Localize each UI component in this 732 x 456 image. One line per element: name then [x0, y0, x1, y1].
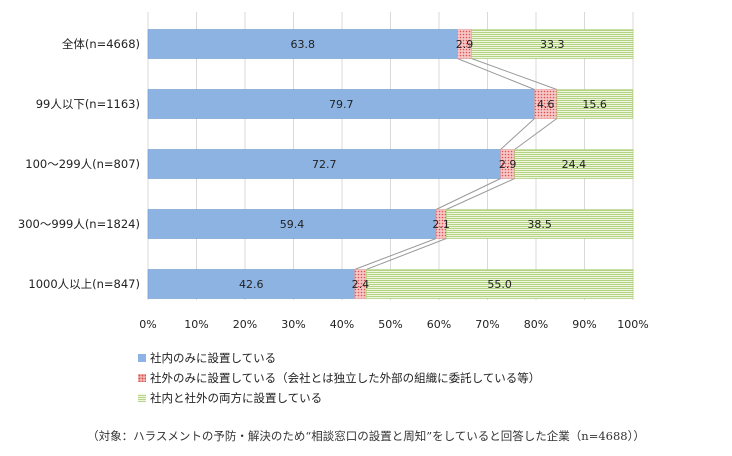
- data-label: 33.3: [540, 38, 565, 51]
- category-label: 99人以下(n=1163): [36, 97, 140, 111]
- legend-label-both: 社内と社外の両方に設置している: [150, 391, 323, 405]
- x-tick-label: 10%: [184, 318, 208, 331]
- connector-line: [457, 58, 535, 90]
- legend-item-both: 社内と社外の両方に設置している: [138, 388, 540, 408]
- data-label: 24.4: [562, 158, 587, 171]
- category-labels: 全体(n=4668) 99人以下(n=1163) 100～299人(n=807) 30…: [18, 37, 140, 291]
- x-tick-label: 20%: [233, 318, 257, 331]
- data-label: 2.4: [352, 278, 370, 291]
- x-tick-label: 90%: [572, 318, 596, 331]
- data-label: 38.5: [527, 218, 552, 231]
- legend-item-internal-only: 社内のみに設置している: [138, 348, 540, 368]
- data-label: 42.6: [239, 278, 264, 291]
- x-tick-label: 70%: [475, 318, 499, 331]
- category-label: 100～299人(n=807): [25, 157, 140, 171]
- connector-line: [514, 118, 558, 150]
- legend-swatch-internal-only: [138, 354, 146, 362]
- bar-segment: [147, 149, 501, 179]
- data-label: 63.8: [290, 38, 315, 51]
- x-tick-label: 50%: [378, 318, 402, 331]
- x-tick-label: 0%: [139, 318, 156, 331]
- data-label: 79.7: [329, 98, 354, 111]
- legend: 社内のみに設置している 社外のみに設置している（会社とは独立した外部の組織に委託…: [138, 348, 540, 408]
- bar-segment: [147, 89, 535, 119]
- legend-label-internal-only: 社内のみに設置している: [150, 351, 277, 365]
- data-label: 59.4: [280, 218, 305, 231]
- data-label: 72.7: [312, 158, 337, 171]
- series-connector-lines: [354, 58, 558, 270]
- legend-item-external-only: 社外のみに設置している（会社とは独立した外部の組織に委託している等）: [138, 368, 540, 388]
- category-label: 300～999人(n=1824): [18, 217, 140, 231]
- bar-segment: [556, 89, 633, 119]
- data-label: 2.9: [456, 38, 474, 51]
- data-label: 2.9: [499, 158, 517, 171]
- connector-line: [366, 238, 447, 270]
- connector-line: [435, 178, 501, 210]
- data-label: 2.1: [432, 218, 450, 231]
- x-tick-label: 100%: [617, 318, 648, 331]
- connector-line: [446, 178, 515, 210]
- bar-segment: [365, 269, 634, 299]
- stacked-bar-chart: 63.8 2.9 33.3 79.7 4.6 15.6 72.7 2.9 24.4 59.4 2.1…: [18, 12, 649, 331]
- data-label: 4.6: [537, 98, 555, 111]
- bar-segment: [147, 209, 437, 239]
- category-label: 1000人以上(n=847): [28, 277, 140, 291]
- x-tick-label: 30%: [281, 318, 305, 331]
- x-tick-label: 80%: [524, 318, 548, 331]
- legend-swatch-external-only: [138, 374, 146, 382]
- bar-segment: [514, 149, 634, 179]
- footnote: （対象：ハラスメントの予防・解決のため“相談窓口の設置と周知”をしていると回答し…: [87, 429, 645, 443]
- bar-segment: [471, 29, 634, 59]
- category-label: 全体(n=4668): [62, 37, 140, 51]
- connector-line: [354, 238, 437, 270]
- data-labels: 63.8 2.9 33.3 79.7 4.6 15.6 72.7 2.9 24.4 59.4 2.1…: [239, 38, 607, 291]
- x-axis-tick-labels: 0% 10% 20% 30% 40% 50% 60% 70% 80% 90% 100%: [139, 318, 648, 331]
- bar-segment: [147, 29, 458, 59]
- x-tick-label: 60%: [427, 318, 451, 331]
- bars: [147, 29, 634, 299]
- bar-segment: [147, 269, 355, 299]
- connector-line: [471, 58, 558, 90]
- bar-segment: [445, 209, 634, 239]
- connector-line: [500, 118, 535, 150]
- legend-swatch-both: [138, 394, 146, 402]
- data-label: 15.6: [582, 98, 607, 111]
- data-label: 55.0: [487, 278, 512, 291]
- legend-label-external-only: 社外のみに設置している（会社とは独立した外部の組織に委託している等）: [150, 371, 541, 385]
- x-tick-label: 40%: [330, 318, 354, 331]
